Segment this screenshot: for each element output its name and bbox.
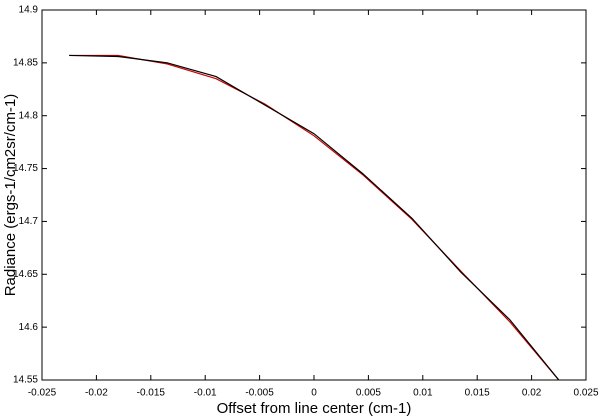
x-tick-label: -0.015 — [137, 388, 166, 399]
data-line — [69, 54, 560, 381]
x-tick-label: 0.025 — [573, 388, 598, 399]
y-axis-label: Radiance (ergs-1/cm2sr/cm-1) — [2, 94, 19, 297]
y-tick-label: 14.7 — [19, 216, 39, 227]
x-axis-label: Offset from line center (cm-1) — [217, 400, 412, 417]
x-tick-label: 0.005 — [356, 388, 381, 399]
x-tick-label: -0.02 — [85, 388, 108, 399]
plot-frame — [41, 9, 587, 381]
x-tick-label: 0.02 — [522, 388, 542, 399]
y-tick-label: 14.65 — [13, 269, 38, 280]
x-tick-label: 0.01 — [413, 388, 433, 399]
y-tick-label: 14.9 — [19, 5, 39, 16]
y-tick-label: 14.85 — [13, 57, 38, 68]
data-line — [69, 54, 560, 381]
y-tick-label: 14.75 — [13, 163, 38, 174]
y-tick-label: 14.6 — [19, 322, 39, 333]
y-tick-label: 14.8 — [19, 110, 39, 121]
y-tick-label: 14.55 — [13, 375, 38, 386]
x-tick-label: 0 — [311, 388, 317, 399]
x-tick-label: -0.01 — [194, 388, 217, 399]
x-tick-label: -0.025 — [28, 388, 57, 399]
x-tick-label: 0.015 — [465, 388, 490, 399]
x-tick-label: -0.005 — [245, 388, 274, 399]
